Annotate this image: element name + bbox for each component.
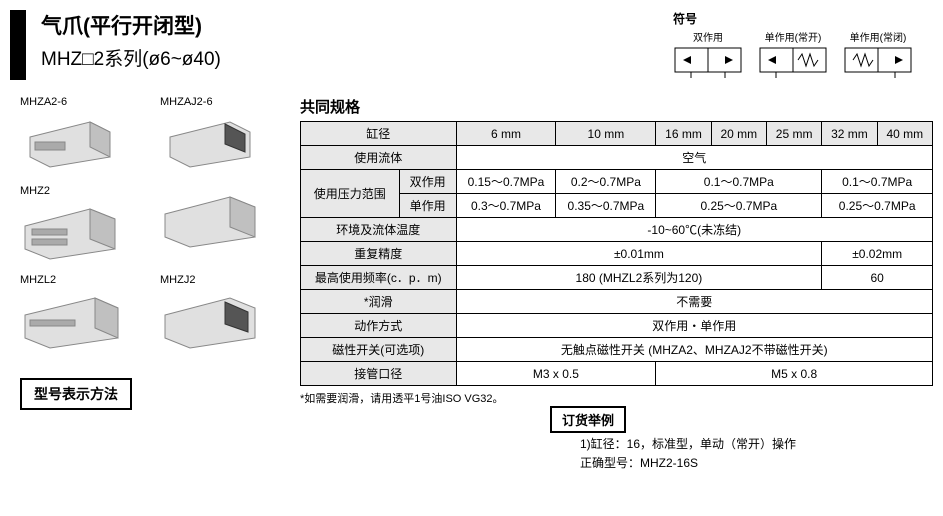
- gripper-icon: [20, 290, 120, 350]
- pneumatic-symbol-single-open-icon: [758, 46, 828, 78]
- cell: -10~60℃(未冻结): [456, 218, 932, 242]
- cell: 60: [822, 266, 933, 290]
- product-label: MHZ2: [20, 185, 140, 197]
- cell: 0.1～0.7MPa: [656, 170, 822, 194]
- th-size: 6 mm: [456, 122, 556, 146]
- cell: M3 x 0.5: [456, 362, 656, 386]
- cell: 不需要: [456, 290, 932, 314]
- row-fluid-value: 空气: [456, 146, 932, 170]
- row-fluid-label: 使用流体: [301, 146, 457, 170]
- order-line2: 正确型号：MHZ2-16S: [580, 454, 933, 471]
- cell: 0.35～0.7MPa: [556, 194, 656, 218]
- th-size: 25 mm: [766, 122, 821, 146]
- th-bore: 缸径: [301, 122, 457, 146]
- cell: 0.3～0.7MPa: [456, 194, 556, 218]
- th-size: 10 mm: [556, 122, 656, 146]
- row-switch-label: 磁性开关(可选项): [301, 338, 457, 362]
- cell: 180 (MHZL2系列为120): [456, 266, 822, 290]
- product-label: MHZAJ2-6: [160, 96, 280, 108]
- cell: 无触点磁性开关 (MHZA2、MHZAJ2不带磁性开关): [456, 338, 932, 362]
- spec-title: 共同规格: [300, 96, 933, 117]
- th-size: 40 mm: [877, 122, 932, 146]
- cell: 0.15～0.7MPa: [456, 170, 556, 194]
- th-size: 32 mm: [822, 122, 877, 146]
- section-bar: [10, 10, 26, 80]
- symbol-label-single-close: 单作用(常闭): [843, 29, 913, 44]
- row-freq-label: 最高使用频率(c．p．m): [301, 266, 457, 290]
- symbol-label-double: 双作用: [673, 29, 743, 44]
- gripper-icon: [160, 290, 260, 350]
- spec-table: 缸径 6 mm 10 mm 16 mm 20 mm 25 mm 32 mm 40…: [300, 121, 933, 386]
- title-line1: 气爪(平行开闭型): [41, 10, 221, 40]
- row-port-label: 接管口径: [301, 362, 457, 386]
- row-pressure-single-label: 单作用: [399, 194, 456, 218]
- th-size: 16 mm: [656, 122, 711, 146]
- row-action-label: 动作方式: [301, 314, 457, 338]
- gripper-icon: [20, 112, 120, 172]
- row-lube-label: *润滑: [301, 290, 457, 314]
- cell: 0.25～0.7MPa: [656, 194, 822, 218]
- row-pressure-label: 使用压力范围: [301, 170, 400, 218]
- model-indication-box: 型号表示方法: [20, 378, 132, 410]
- th-size: 20 mm: [711, 122, 766, 146]
- symbol-title: 符号: [673, 10, 913, 27]
- row-temp-label: 环境及流体温度: [301, 218, 457, 242]
- order-example-box: 订货举例: [550, 406, 626, 433]
- gripper-icon: [20, 201, 120, 261]
- cell: 0.1～0.7MPa: [822, 170, 933, 194]
- cell: M5 x 0.8: [656, 362, 933, 386]
- cell: 双作用・单作用: [456, 314, 932, 338]
- order-line1: 1)缸径：16，标准型，单动（常开）操作: [580, 435, 933, 452]
- row-pressure-double-label: 双作用: [399, 170, 456, 194]
- product-label: MHZA2-6: [20, 96, 140, 108]
- pneumatic-symbol-double-icon: [673, 46, 743, 78]
- cell: 0.25～0.7MPa: [822, 194, 933, 218]
- row-repeat-label: 重复精度: [301, 242, 457, 266]
- gripper-icon: [160, 189, 260, 249]
- gripper-icon: [160, 112, 260, 172]
- footnote: *如需要润滑，请用透平1号油ISO VG32。: [300, 390, 933, 406]
- product-label: MHZJ2: [160, 274, 280, 286]
- cell: 0.2～0.7MPa: [556, 170, 656, 194]
- product-label: MHZL2: [20, 274, 140, 286]
- cell: ±0.01mm: [456, 242, 822, 266]
- symbol-label-single-open: 单作用(常开): [758, 29, 828, 44]
- cell: ±0.02mm: [822, 242, 933, 266]
- pneumatic-symbol-single-close-icon: [843, 46, 913, 78]
- title-line2: MHZ□2系列(ø6~ø40): [41, 44, 221, 71]
